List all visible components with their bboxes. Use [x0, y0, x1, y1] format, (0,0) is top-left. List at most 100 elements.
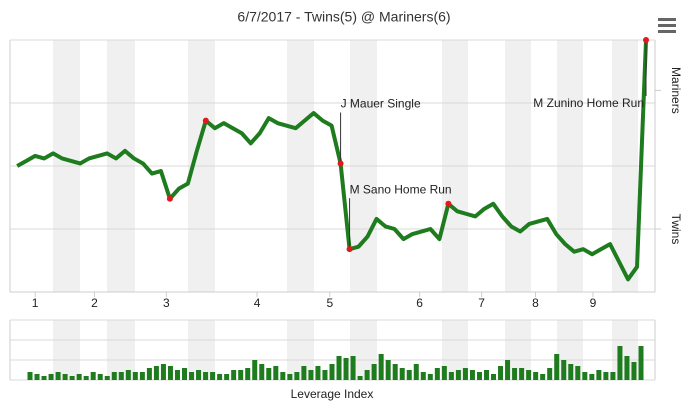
- annotation: M Zunino Home Run: [533, 96, 644, 110]
- leverage-bar: [434, 368, 440, 380]
- leverage-bar: [287, 374, 293, 380]
- leverage-bar: [104, 376, 110, 380]
- leverage-bar: [476, 372, 482, 380]
- leverage-bar: [27, 372, 33, 380]
- leverage-bar: [385, 360, 391, 380]
- leverage-bar: [568, 364, 574, 380]
- leverage-bar: [505, 360, 511, 380]
- leverage-bar: [547, 368, 553, 380]
- leverage-bar: [413, 364, 419, 380]
- x-tick-label: 7: [478, 296, 485, 310]
- x-tick-label: 6: [416, 296, 423, 310]
- leverage-bar: [427, 374, 433, 380]
- x-tick-label: 4: [254, 296, 261, 310]
- leverage-bar: [294, 372, 300, 380]
- event-marker: [445, 200, 452, 207]
- leverage-bar: [526, 370, 532, 380]
- leverage-bar: [132, 372, 138, 380]
- leverage-bar: [491, 374, 497, 380]
- x-tick-label: 8: [532, 296, 539, 310]
- leverage-bar: [462, 368, 468, 380]
- leverage-bar: [69, 376, 75, 380]
- leverage-bar: [554, 354, 560, 380]
- leverage-bar: [301, 366, 307, 380]
- leverage-bar: [210, 372, 216, 380]
- leverage-bar: [406, 370, 412, 380]
- leverage-bar: [245, 368, 251, 380]
- leverage-bar: [231, 370, 237, 380]
- leverage-bar: [118, 372, 124, 380]
- leverage-bar: [512, 368, 518, 380]
- event-marker: [202, 117, 209, 124]
- x-tick-label: 1: [32, 296, 39, 310]
- leverage-bar: [343, 358, 349, 380]
- leverage-bar: [498, 366, 504, 380]
- leverage-bar: [252, 360, 258, 380]
- leverage-bar: [631, 362, 637, 380]
- leverage-bar: [371, 364, 377, 380]
- leverage-bar: [378, 354, 384, 380]
- leverage-bar: [48, 374, 54, 380]
- x-axis-title: Leverage Index: [291, 387, 374, 401]
- leverage-bar: [533, 372, 539, 380]
- leverage-bar: [575, 366, 581, 380]
- chart-title: 6/7/2017 - Twins(5) @ Mariners(6): [237, 9, 450, 25]
- leverage-bar: [322, 370, 328, 380]
- leverage-bar: [83, 376, 89, 380]
- leverage-bar: [441, 366, 447, 380]
- leverage-bar: [97, 374, 103, 380]
- menu-button[interactable]: [658, 18, 676, 33]
- leverage-bar: [364, 370, 370, 380]
- leverage-bar: [582, 372, 588, 380]
- leverage-bar: [603, 372, 609, 380]
- leverage-bar: [336, 356, 342, 380]
- x-tick-label: 9: [590, 296, 597, 310]
- annotation: M Sano Home Run: [350, 182, 452, 196]
- leverage-bar: [182, 368, 188, 380]
- leverage-bar: [146, 368, 152, 380]
- leverage-bar: [392, 364, 398, 380]
- leverage-bar: [561, 360, 567, 380]
- leverage-bar: [203, 372, 209, 380]
- leverage-bar: [420, 372, 426, 380]
- leverage-bar: [90, 372, 96, 380]
- event-marker: [643, 37, 650, 43]
- y-tick-label: Twins: [669, 214, 683, 245]
- leverage-bar: [238, 370, 244, 380]
- x-tick-label: 2: [91, 296, 98, 310]
- leverage-bar: [34, 374, 40, 380]
- leverage-bar: [399, 368, 405, 380]
- leverage-bar: [160, 364, 166, 380]
- leverage-bar: [308, 370, 314, 380]
- leverage-bar: [329, 364, 335, 380]
- leverage-bar: [315, 366, 321, 380]
- event-marker: [346, 246, 353, 253]
- leverage-bar: [610, 372, 616, 380]
- leverage-bar: [483, 370, 489, 380]
- leverage-bar: [76, 374, 82, 380]
- leverage-bar: [638, 346, 644, 380]
- x-tick-label: 3: [163, 296, 170, 310]
- leverage-bar: [455, 370, 461, 380]
- leverage-bar: [259, 364, 265, 380]
- leverage-bar: [111, 372, 117, 380]
- x-tick-label: 5: [326, 296, 333, 310]
- leverage-bar: [589, 374, 595, 380]
- leverage-bar: [617, 346, 623, 380]
- event-marker: [166, 195, 173, 202]
- leverage-bar: [519, 368, 525, 380]
- leverage-bar: [266, 368, 272, 380]
- leverage-bar: [189, 372, 195, 380]
- leverage-bar: [167, 366, 173, 380]
- leverage-bar: [596, 370, 602, 380]
- leverage-bar: [280, 372, 286, 380]
- leverage-bar: [55, 372, 61, 380]
- y-tick-label: Mariners: [669, 67, 683, 114]
- leverage-bar: [153, 366, 159, 380]
- leverage-bar: [196, 370, 202, 380]
- annotation: J Mauer Single: [341, 97, 421, 111]
- leverage-bar: [217, 374, 223, 380]
- leverage-bar: [174, 370, 180, 380]
- leverage-bar: [448, 372, 454, 380]
